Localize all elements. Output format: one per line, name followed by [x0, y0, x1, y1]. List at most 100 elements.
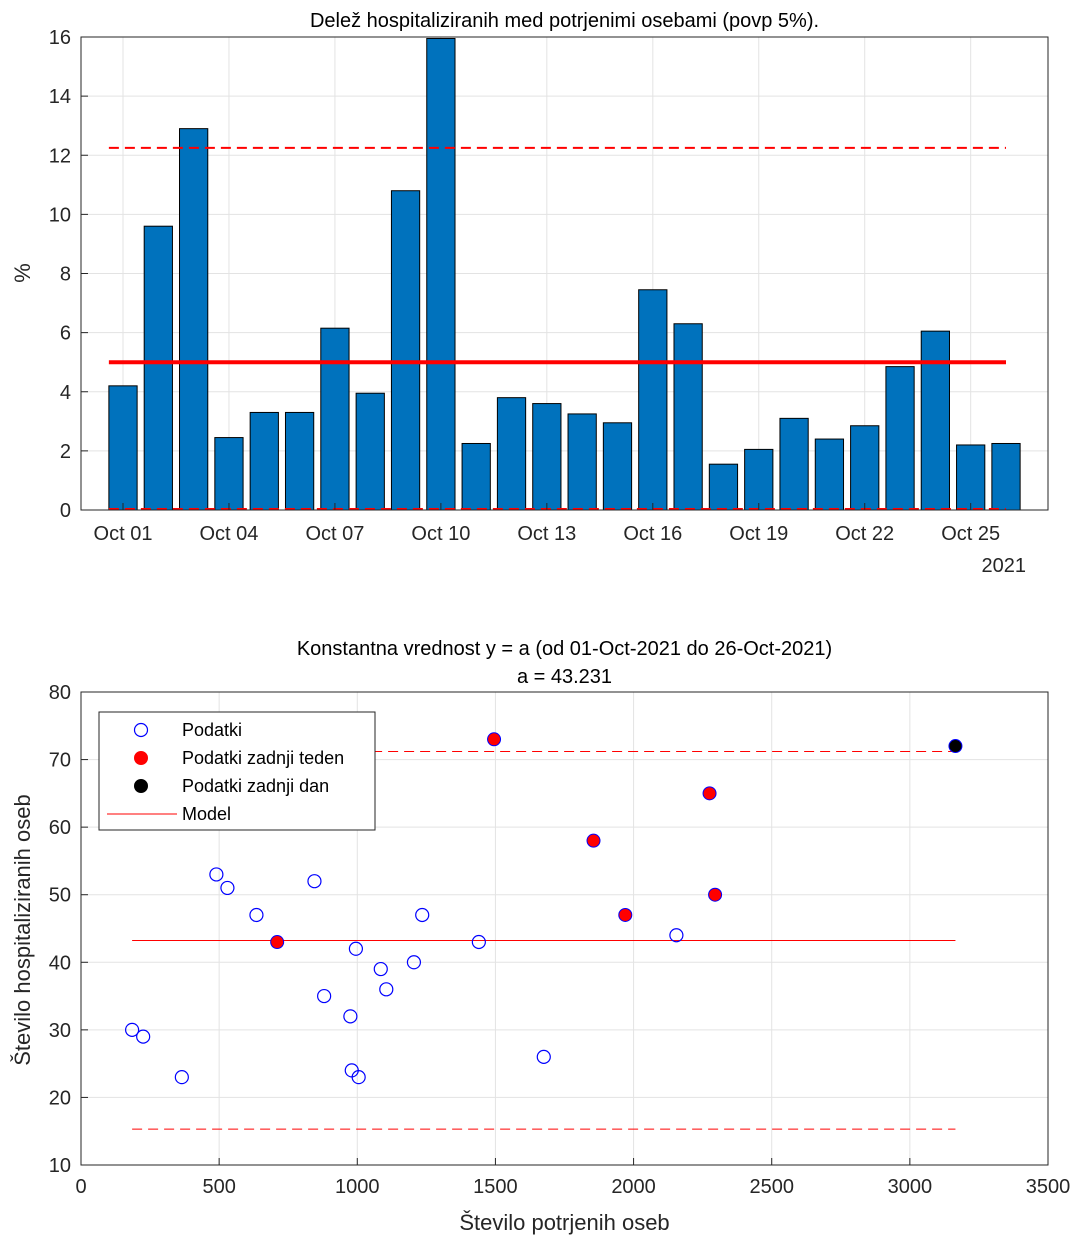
point-podatki	[125, 1022, 140, 1037]
point-zadnji-teden	[586, 833, 601, 848]
point-zadnji-teden	[487, 732, 502, 747]
point-podatki	[406, 955, 422, 970]
point-podatki	[249, 907, 264, 923]
bar-chart-x-tick-label: Oct 07	[305, 523, 364, 545]
point-podatki	[317, 988, 332, 1004]
point-podatki	[379, 982, 394, 997]
bar-chart-reference-lines	[108, 146, 1006, 510]
scatter-chart-y-tick-label: 80	[49, 682, 71, 704]
scatter-chart-axes-box	[80, 691, 1049, 1166]
bar-chart-axes: 0 2 4 6 8 10 12 14 16 Oct 01 Oct 04 Oct 07 Oct 10 Oct…	[49, 27, 1049, 545]
legend-label-zadnji-dan: Podatki zadnji dan	[182, 776, 329, 796]
scatter-chart-y-tick-label: 30	[49, 1020, 71, 1042]
bar-oct-09	[390, 190, 421, 511]
scatter-chart-x-axis-label: Število potrjenih oseb	[459, 1210, 669, 1235]
bar-chart-y-tick-label: 8	[60, 264, 71, 286]
point-podatki	[471, 934, 486, 950]
bar-chart-year-label: 2021	[982, 555, 1027, 577]
scatter-chart-x-tick-label: 1000	[335, 1176, 380, 1198]
scatter-chart-title: Konstantna vrednost y = a (od 01-Oct-202…	[297, 638, 832, 660]
scatter-chart-x-tick-label: 3000	[888, 1176, 933, 1198]
bar-chart-y-tick-label: 0	[60, 500, 71, 522]
point-podatki	[343, 1009, 358, 1024]
scatter-chart-x-tick-label: 2000	[611, 1176, 656, 1198]
bar-chart-x-tick-label: Oct 19	[729, 523, 788, 545]
scatter-chart-y-tick-label: 20	[49, 1087, 71, 1109]
bar-chart-y-tick-label: 14	[49, 86, 71, 108]
scatter-chart-y-tick-label: 60	[49, 817, 71, 839]
bar-oct-16	[638, 289, 668, 511]
bar-oct-12	[496, 397, 527, 511]
bar-oct-10	[426, 37, 456, 511]
legend-marker-zadnji-teden	[134, 751, 148, 765]
point-podatki	[307, 874, 322, 889]
bar-oct-23	[885, 366, 915, 511]
bar-oct-21	[814, 438, 845, 511]
scatter-chart-legend: Podatki Podatki zadnji teden Podatki zad…	[98, 711, 376, 831]
scatter-chart-x-tick-label: 0	[75, 1176, 86, 1198]
bar-oct-13	[532, 403, 562, 511]
bar-chart-x-tick-label: Oct 16	[623, 523, 682, 545]
bar-chart-axes-box	[80, 36, 1049, 511]
bar-oct-14	[567, 413, 597, 511]
bar-oct-03	[179, 128, 209, 511]
bar-chart-x-tick-label: Oct 25	[941, 523, 1000, 545]
bar-oct-02	[143, 225, 173, 511]
bar-oct-18	[708, 463, 739, 511]
point-zadnji-dan	[948, 739, 963, 754]
legend-marker-zadnji-dan	[134, 779, 148, 793]
scatter-chart: 10 20 30 40 50 60 70 80 0 500 1000 1500 2000 2500 3000…	[10, 638, 1070, 1235]
scatter-chart-y-axis-label: Število hospitaliziranih oseb	[10, 794, 35, 1066]
bar-chart-x-tick-label: Oct 13	[517, 523, 576, 545]
point-zadnji-teden	[618, 907, 633, 922]
bar-oct-07	[320, 327, 350, 511]
scatter-chart-x-tick-label: 1500	[473, 1176, 518, 1198]
bar-chart-y-tick-label: 4	[60, 382, 71, 404]
point-podatki	[351, 1070, 366, 1085]
point-podatki	[220, 880, 235, 896]
bar-chart-x-tick-label: Oct 04	[199, 523, 258, 545]
point-podatki	[669, 928, 684, 943]
bar-oct-20	[779, 417, 809, 511]
legend-label-podatki: Podatki	[182, 720, 242, 740]
scatter-chart-x-tick-label: 2500	[749, 1176, 794, 1198]
bar-chart-y-tick-label: 6	[60, 323, 71, 345]
bar-chart-y-tick-label: 12	[49, 145, 71, 167]
legend-label-model: Model	[182, 804, 231, 824]
point-podatki	[536, 1049, 551, 1064]
bar-chart-title: Delež hospitaliziranih med potrjenimi os…	[310, 10, 819, 32]
scatter-chart-y-tick-label: 10	[49, 1155, 71, 1177]
scatter-chart-subtitle: a = 43.231	[517, 666, 612, 688]
point-podatki	[136, 1029, 151, 1044]
point-zadnji-teden	[270, 935, 285, 950]
point-zadnji-teden	[708, 887, 723, 902]
bar-oct-19	[744, 448, 774, 511]
scatter-chart-axes: 10 20 30 40 50 60 70 80 0 500 1000 1500 2000 2500 3000…	[49, 682, 1071, 1198]
bar-oct-05	[249, 411, 279, 511]
bar-oct-01	[108, 385, 138, 511]
bar-oct-25	[956, 444, 986, 511]
scatter-chart-y-tick-label: 70	[49, 750, 71, 772]
legend-box	[98, 711, 376, 831]
bar-chart-x-tick-label: Oct 22	[835, 523, 894, 545]
scatter-chart-x-tick-label: 3500	[1026, 1176, 1071, 1198]
bar-chart-x-tick-label: Oct 01	[94, 523, 153, 545]
bar-chart-y-tick-label: 10	[49, 204, 71, 226]
point-zadnji-teden	[702, 786, 717, 801]
bar-oct-15	[602, 422, 633, 511]
bar-oct-24	[920, 330, 950, 511]
bar-oct-08	[355, 392, 385, 511]
bar-oct-17	[673, 323, 703, 511]
bar-chart-x-tick-label: Oct 10	[411, 523, 470, 545]
bar-chart-y-axis-label: %	[10, 263, 35, 283]
scatter-chart-y-tick-label: 50	[49, 885, 71, 907]
point-podatki	[373, 961, 388, 977]
bar-oct-04	[214, 437, 244, 511]
legend-label-zadnji-teden: Podatki zadnji teden	[182, 748, 344, 768]
point-podatki	[174, 1070, 189, 1085]
bar-chart-bars	[108, 37, 1021, 511]
scatter-chart-points	[125, 732, 963, 1085]
bar-oct-26	[991, 442, 1021, 511]
point-podatki	[209, 867, 224, 882]
